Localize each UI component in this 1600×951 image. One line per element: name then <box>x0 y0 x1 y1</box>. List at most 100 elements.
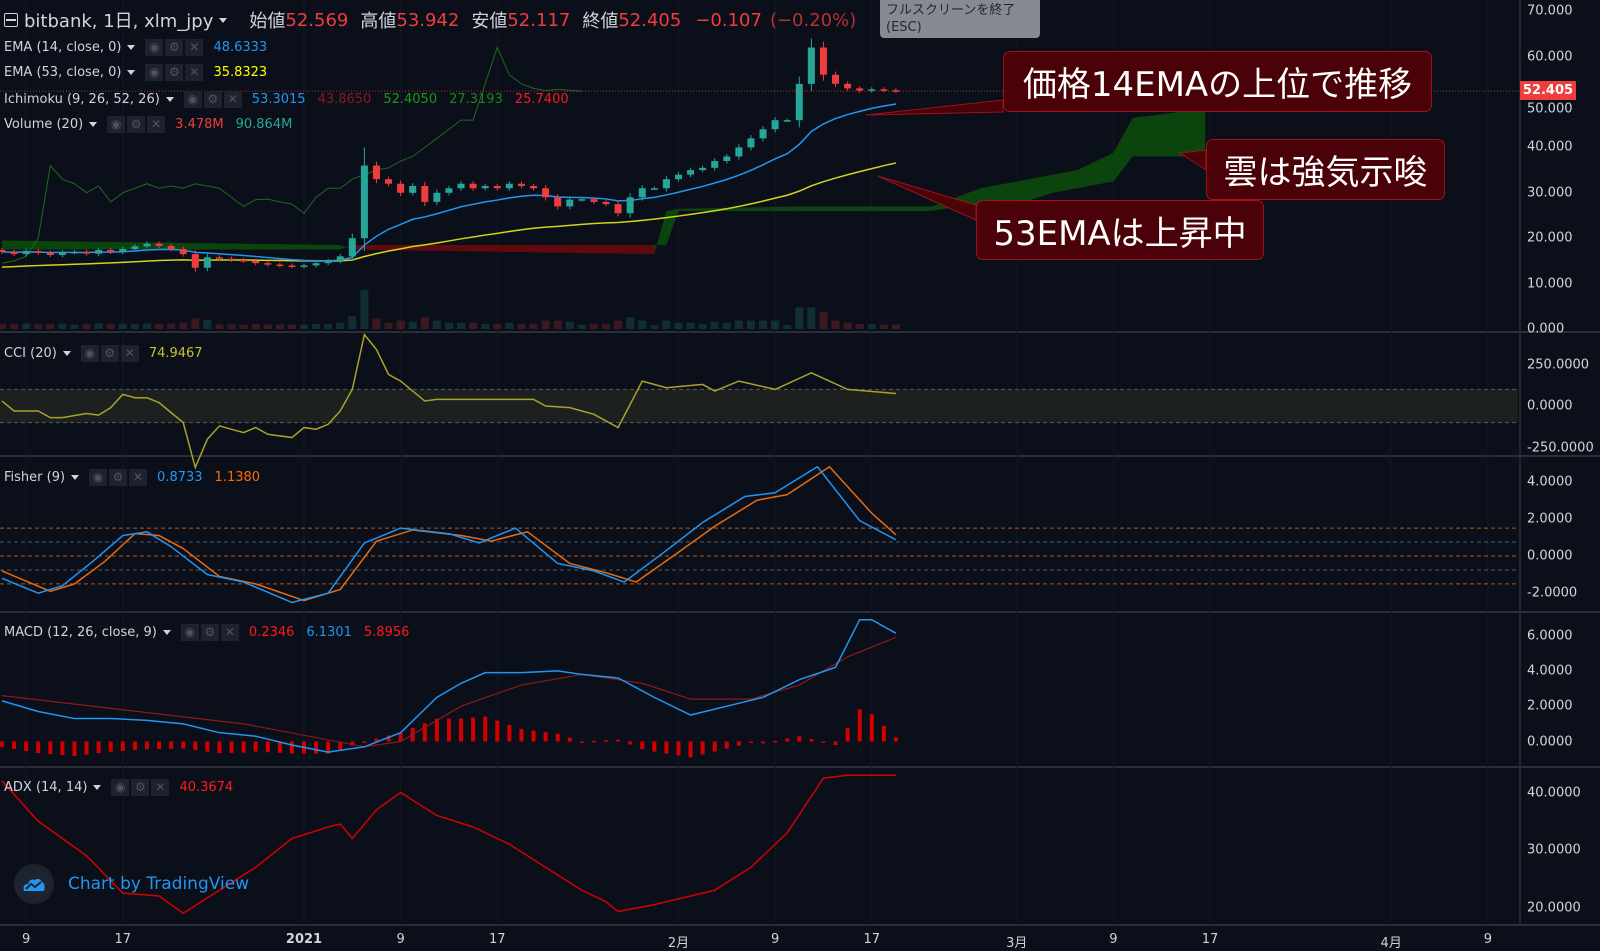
volume-bar <box>771 320 780 329</box>
legend-ichimoku[interactable]: Ichimoku (9, 26, 52, 26) ◉ ⚙ ✕ 53.3015 43.… <box>4 90 581 108</box>
eye-icon[interactable]: ◉ <box>111 778 130 796</box>
macd-histogram-bar <box>132 741 137 751</box>
close-icon[interactable]: ✕ <box>147 115 166 133</box>
legend-cci[interactable]: CCI (20) ◉ ⚙ ✕ 74.9467 <box>4 344 215 362</box>
chevron-down-icon[interactable] <box>127 44 136 50</box>
eye-icon[interactable]: ◉ <box>80 344 99 362</box>
chevron-down-icon[interactable] <box>62 350 71 356</box>
candle-body <box>83 251 91 254</box>
time-axis-label: 9 <box>1109 932 1118 947</box>
tradingview-credit-link[interactable]: Chart by TradingView <box>68 874 250 894</box>
close-icon[interactable]: ✕ <box>129 468 148 486</box>
volume-bar <box>602 323 610 329</box>
gear-icon[interactable]: ⚙ <box>131 778 150 796</box>
volume-bar <box>384 322 393 329</box>
volume-bar <box>674 322 683 329</box>
volume-bar <box>783 325 792 329</box>
close-icon[interactable]: ✕ <box>120 344 139 362</box>
legend-name[interactable]: Ichimoku (9, 26, 52, 26) <box>4 91 160 107</box>
legend-macd[interactable]: MACD (12, 26, close, 9) ◉ ⚙ ✕ 0.2346 6.130… <box>4 623 421 641</box>
fisher-axis-label: 0.0000 <box>1527 548 1573 564</box>
macd-histogram-bar <box>314 741 319 754</box>
candle-body <box>312 263 320 266</box>
chevron-down-icon[interactable] <box>127 69 136 75</box>
annotation-pointer <box>1178 149 1207 171</box>
price-axis-label: 70.000 <box>1527 3 1573 19</box>
candle-body <box>240 259 248 262</box>
close-icon[interactable]: ✕ <box>151 778 170 796</box>
candle-body <box>191 254 199 268</box>
chevron-down-icon[interactable] <box>165 96 174 102</box>
time-axis-label: 17 <box>114 932 132 947</box>
exit-fullscreen-tooltip[interactable]: フルスクリーンを終了 (ESC) <box>880 0 1040 38</box>
eye-icon[interactable]: ◉ <box>180 623 199 641</box>
volume-bar <box>577 324 586 329</box>
legend-volume[interactable]: Volume (20) ◉ ⚙ ✕ 3.478M 90.864M <box>4 115 304 133</box>
volume-bar <box>58 323 67 329</box>
gear-icon[interactable]: ⚙ <box>200 623 219 641</box>
candle-body <box>735 147 743 157</box>
legend-name[interactable]: ADX (14, 14) <box>4 779 88 795</box>
eye-icon[interactable]: ◉ <box>183 90 202 108</box>
annotation-price-above-ema14[interactable]: 価格14EMAの上位で推移 <box>1003 51 1432 112</box>
legend-adx[interactable]: ADX (14, 14) ◉ ⚙ ✕ 40.3674 <box>4 778 245 796</box>
tradingview-logo[interactable] <box>14 864 54 904</box>
volume-bar <box>698 323 707 329</box>
collapse-icon[interactable] <box>4 13 18 27</box>
gear-icon[interactable]: ⚙ <box>127 115 146 133</box>
eye-icon[interactable]: ◉ <box>107 115 126 133</box>
volume-bar <box>589 323 598 329</box>
ichimoku-cloud-bullish <box>1132 108 1206 157</box>
annotation-cloud-bullish[interactable]: 雲は強気示唆 <box>1206 139 1445 200</box>
cci-axis-label: 250.0000 <box>1527 357 1590 372</box>
annotation-ema53-rising[interactable]: 53EMAは上昇中 <box>976 200 1264 260</box>
legend-name[interactable]: Volume (20) <box>4 116 84 132</box>
chevron-down-icon[interactable] <box>93 784 102 790</box>
candle-body <box>264 263 272 265</box>
ema53-line <box>1 162 897 268</box>
eye-icon[interactable]: ◉ <box>89 468 108 486</box>
macd-histogram-bar <box>434 718 439 742</box>
candle-body <box>421 185 429 202</box>
candle-body <box>892 90 900 92</box>
gear-icon[interactable]: ⚙ <box>165 38 184 56</box>
close-icon[interactable]: ✕ <box>185 63 204 81</box>
gear-icon[interactable]: ⚙ <box>100 344 119 362</box>
gear-icon[interactable]: ⚙ <box>109 468 128 486</box>
chevron-down-icon[interactable] <box>89 121 98 127</box>
legend-fisher[interactable]: Fisher (9) ◉ ⚙ ✕ 0.8733 1.1380 <box>4 468 272 486</box>
close-icon[interactable]: ✕ <box>223 90 242 108</box>
close-icon[interactable]: ✕ <box>220 623 239 641</box>
chevron-down-icon[interactable] <box>162 629 171 635</box>
volume-bar <box>759 320 768 329</box>
legend-name[interactable]: CCI (20) <box>4 345 57 361</box>
volume-bar <box>517 323 526 329</box>
legend-ema53[interactable]: EMA (53, close, 0) ◉ ⚙ ✕ 35.8323 <box>4 63 279 81</box>
legend-name[interactable]: EMA (53, close, 0) <box>4 64 122 80</box>
candle-body <box>0 250 6 252</box>
macd-histogram-bar <box>821 741 826 743</box>
candle-body <box>505 183 513 189</box>
legend-name[interactable]: Fisher (9) <box>4 469 66 485</box>
macd-histogram-bar <box>869 714 874 742</box>
macd-histogram-bar <box>253 741 258 752</box>
eye-icon[interactable]: ◉ <box>145 63 164 81</box>
legend-ema14[interactable]: EMA (14, close, 0) ◉ ⚙ ✕ 48.6333 <box>4 38 279 56</box>
legend-name[interactable]: EMA (14, close, 0) <box>4 39 122 55</box>
gear-icon[interactable]: ⚙ <box>203 90 222 108</box>
eye-icon[interactable]: ◉ <box>145 38 164 56</box>
chevron-down-icon[interactable] <box>71 474 80 480</box>
time-axis-label: 9 <box>22 932 31 947</box>
ichimoku-cloud-bullish <box>799 206 933 211</box>
adx-axis-label: 20.0000 <box>1527 900 1581 915</box>
symbol-name[interactable]: bitbank, 1日, xlm_jpy <box>24 11 214 32</box>
legend-name[interactable]: MACD (12, 26, close, 9) <box>4 624 157 640</box>
candle-body <box>336 256 344 261</box>
macd-signal-value: 5.8956 <box>363 624 410 640</box>
gear-icon[interactable]: ⚙ <box>165 63 184 81</box>
macd-histogram-bar <box>350 741 355 746</box>
chevron-down-icon[interactable] <box>219 17 228 23</box>
close-icon[interactable]: ✕ <box>185 38 204 56</box>
cci-axis-label: -250.0000 <box>1527 440 1594 455</box>
